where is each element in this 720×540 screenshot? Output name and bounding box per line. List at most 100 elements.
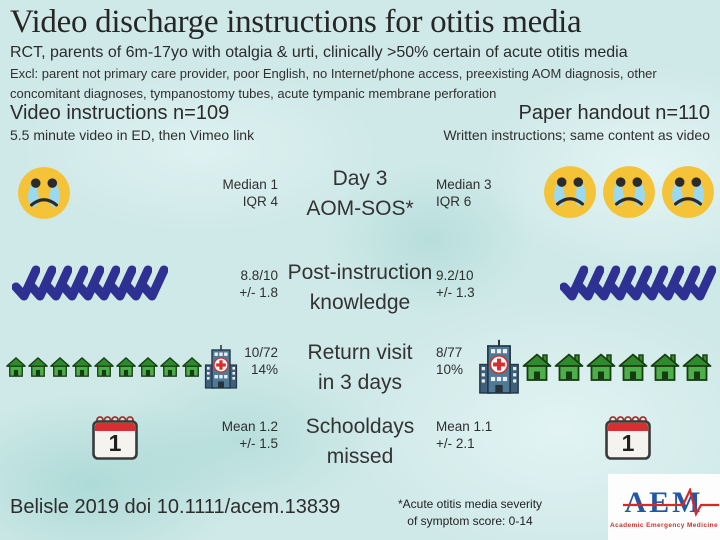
paper-icons-return-visit (478, 335, 718, 398)
paper-stat-schooldays: Mean 1.1 +/- 2.1 (436, 418, 526, 452)
house-small-icon (116, 356, 136, 378)
video-stat-spread: IQR 4 (242, 194, 278, 209)
video-icons-return-visit (6, 340, 238, 394)
video-icons-knowledge (6, 258, 224, 308)
checkmark-icon (76, 264, 104, 302)
video-group-desc: 5.5 minute video in ED, then Vimeo link (10, 127, 255, 143)
paper-stat-value: 8/77 (436, 345, 463, 360)
video-stat-value: 8.8/10 (240, 268, 278, 283)
crying-face-icon (660, 164, 716, 220)
crying-face-icon (16, 165, 72, 221)
outcome-label-line2: missed (326, 445, 394, 468)
paper-stat-spread: 10% (436, 362, 464, 377)
checkmark-icon (624, 264, 652, 302)
paper-icons-schooldays: 1 (478, 409, 720, 467)
video-group-title: Video instructions n=109 (10, 102, 230, 124)
checkmark-icon (92, 264, 120, 302)
paper-icons-aom-sos (478, 161, 716, 223)
outcome-label-line1: Day 3 (332, 167, 388, 190)
checkmark-icon (44, 264, 72, 302)
citation: Belisle 2019 doi 10.1111/acem.13839 (10, 496, 341, 518)
checkmark-icon (124, 264, 152, 302)
aem-journal-logo: AEM Academic Emergency Medicine (608, 474, 720, 540)
calendar-icon: 1 (90, 414, 140, 462)
checkmark-icon (560, 264, 588, 302)
checkmark-icon (672, 264, 700, 302)
paper-stat-knowledge: 9.2/10 +/- 1.3 (436, 267, 526, 301)
aem-logo-name: Academic Emergency Medicine (610, 521, 718, 529)
video-stat-spread: +/- 1.8 (239, 285, 278, 300)
exclusions-line2: concomitant diagnoses, tympanostomy tube… (10, 86, 497, 101)
outcome-label-line1: Return visit (307, 341, 413, 364)
house-large-icon (682, 352, 712, 382)
footnote: *Acute otitis media severity of symptom … (378, 496, 562, 530)
paper-stat-aom-sos: Median 3 IQR 6 (436, 176, 526, 210)
outcome-label-line1: Schooldays (305, 415, 415, 438)
checkmark-icon (28, 264, 56, 302)
house-large-icon (554, 352, 584, 382)
video-icons-schooldays: 1 (6, 409, 302, 467)
house-large-icon (618, 352, 648, 382)
video-icons-aom-sos (6, 163, 228, 223)
video-stat-schooldays: Mean 1.2 +/- 1.5 (200, 418, 278, 452)
house-small-icon (138, 356, 158, 378)
house-small-icon (160, 356, 180, 378)
outcome-label-line2: knowledge (309, 291, 411, 314)
exclusions-line1: Excl: parent not primary care provider, … (10, 66, 657, 81)
video-stat-value: 10/72 (244, 345, 278, 360)
page-title: Video discharge instructions for otitis … (10, 4, 582, 40)
outcome-return-visit: Return visit in 3 days (278, 338, 442, 398)
study-subtitle: RCT, parents of 6m-17yo with otalgia & u… (10, 44, 628, 61)
checkmark-icon (60, 264, 88, 302)
checkmark-icon (640, 264, 668, 302)
hospital-large-icon (478, 338, 520, 396)
house-large-icon (650, 352, 680, 382)
checkmark-icon (108, 264, 136, 302)
video-stat-return-visit: 10/72 14% (200, 344, 278, 378)
paper-group-title: Paper handout n=110 (518, 102, 710, 124)
hospital-small-icon (204, 344, 238, 390)
paper-stat-return-visit: 8/77 10% (436, 344, 526, 378)
checkmark-icon (12, 264, 40, 302)
video-stat-value: Median 1 (222, 177, 278, 192)
house-small-icon (182, 356, 202, 378)
svg-text:1: 1 (622, 430, 635, 456)
paper-stat-spread: IQR 6 (436, 194, 472, 209)
outcome-schooldays: Schooldays missed (278, 412, 442, 472)
house-small-icon (50, 356, 70, 378)
house-small-icon (94, 356, 114, 378)
aem-logo-mark: AEM (622, 485, 719, 520)
paper-stat-spread: +/- 2.1 (436, 436, 475, 451)
video-stat-value: Mean 1.2 (221, 419, 278, 434)
checkmark-icon (140, 264, 168, 302)
checkmark-icon (688, 264, 716, 302)
paper-stat-spread: +/- 1.3 (436, 285, 475, 300)
paper-stat-value: Median 3 (436, 177, 492, 192)
house-large-icon (522, 352, 552, 382)
paper-stat-value: Mean 1.1 (436, 419, 493, 434)
video-stat-aom-sos: Median 1 IQR 4 (200, 176, 278, 210)
svg-text:1: 1 (109, 430, 122, 456)
paper-stat-value: 9.2/10 (436, 268, 474, 283)
video-stat-knowledge: 8.8/10 +/- 1.8 (200, 267, 278, 301)
checkmark-icon (608, 264, 636, 302)
outcome-knowledge: Post-instruction knowledge (278, 258, 442, 318)
checkmark-icon (576, 264, 604, 302)
footnote-line2: of symptom score: 0-14 (407, 514, 533, 528)
aem-logo-acronym: AEM (624, 485, 704, 519)
crying-face-icon (542, 164, 598, 220)
house-small-icon (72, 356, 92, 378)
paper-icons-knowledge (478, 258, 720, 308)
house-small-icon (28, 356, 48, 378)
crying-face-icon (601, 164, 657, 220)
checkmark-icon (592, 264, 620, 302)
footnote-line1: *Acute otitis media severity (397, 497, 543, 511)
outcome-label-line1: Post-instruction (287, 261, 433, 284)
house-large-icon (586, 352, 616, 382)
video-stat-spread: +/- 1.5 (239, 436, 278, 451)
paper-group-desc: Written instructions; same content as vi… (443, 127, 710, 143)
checkmark-icon (656, 264, 684, 302)
calendar-icon: 1 (603, 414, 653, 462)
outcome-label-line2: AOM-SOS* (306, 197, 414, 220)
